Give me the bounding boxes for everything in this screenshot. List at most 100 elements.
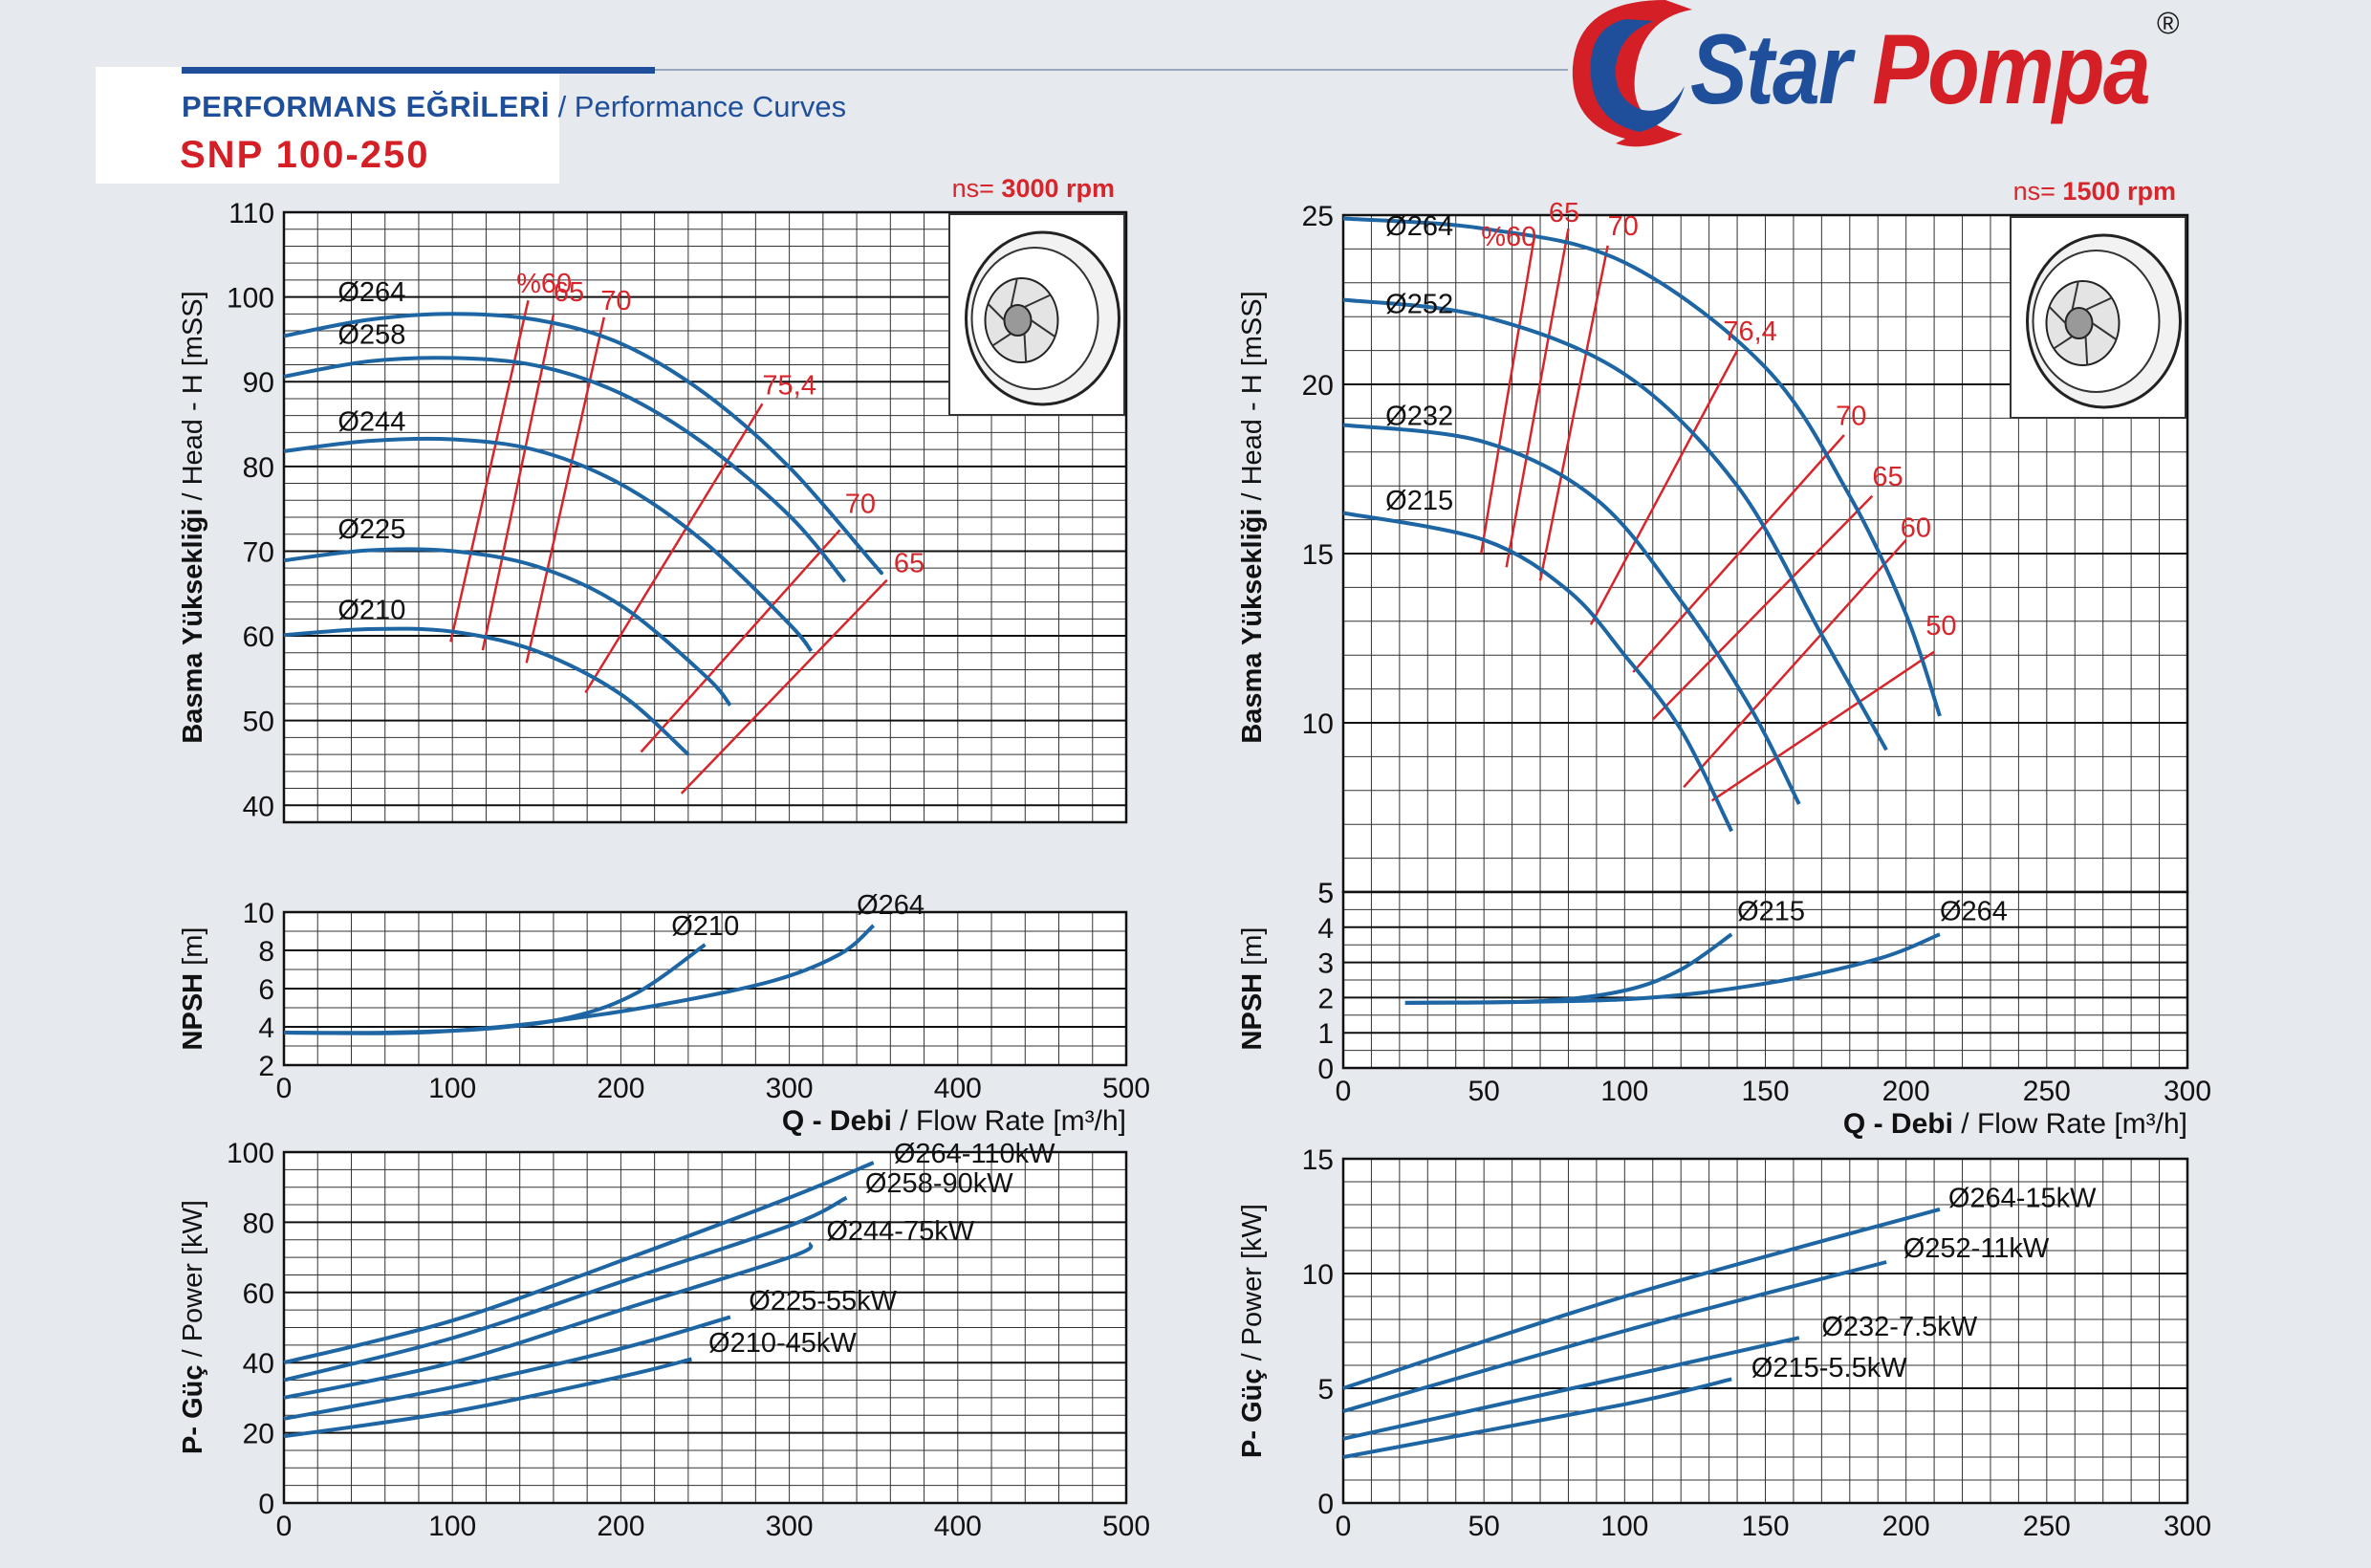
- curve-series: [1342, 216, 1942, 717]
- curve-label: Ø264: [1385, 211, 1453, 242]
- y-axis-label: Basma Yüksekliği / Head - H [mSS]: [178, 291, 208, 743]
- y-tick-label: 5: [1317, 1374, 1334, 1405]
- curve-label: Ø264-110kW: [894, 1139, 1055, 1169]
- impeller-vane: [2071, 281, 2079, 311]
- plot-frame: [282, 210, 1128, 824]
- chart-head3000: 40 50 60 70 80 90 100 110 Basma Yüksekliği / Hea…: [178, 174, 1128, 824]
- curve-series: [1342, 1207, 1941, 1390]
- y-tick-label: 40: [243, 791, 274, 822]
- logo-swirl-icon: [1572, 0, 1692, 147]
- chart-head1500: 5 10 15 20 25 Basma Yüksekliği / Head - H [mS…: [1237, 177, 2189, 909]
- curve-series: [283, 924, 876, 1035]
- curve-label: Ø215: [1385, 486, 1453, 516]
- curve-label: Ø264: [337, 277, 405, 308]
- impeller-vane: [1023, 333, 1028, 362]
- curve-label: Ø215-5.5kW: [1751, 1353, 1907, 1383]
- impeller-vane: [1030, 319, 1056, 338]
- curve-series: [1342, 1336, 1800, 1441]
- curve-label: Ø225-55kW: [749, 1286, 897, 1317]
- y-tick-label: 5: [1317, 878, 1334, 909]
- y-axis-label-rest: [m]: [1237, 927, 1268, 973]
- efficiency-label: 65: [1872, 462, 1903, 492]
- curve-series: [283, 626, 690, 756]
- x-tick-label: 200: [1882, 1076, 1930, 1107]
- efficiency-label: 65: [1549, 198, 1579, 229]
- impeller-vane: [987, 303, 1006, 321]
- y-tick-label: 70: [243, 536, 274, 568]
- speed-prefix: ns=: [2013, 177, 2063, 206]
- curve-series: [1342, 1377, 1732, 1459]
- model-name: SNP 100-250: [180, 134, 430, 176]
- curve-series: [283, 547, 732, 707]
- y-tick-label: 25: [1302, 201, 1334, 232]
- curve-series: [283, 1195, 848, 1383]
- efficiency-line: [680, 578, 888, 795]
- y-axis-label-bold: Basma Yüksekliği: [1237, 509, 1268, 744]
- y-tick-label: 10: [243, 898, 274, 929]
- efficiency-label: 70: [845, 490, 876, 520]
- x-tick-label: 300: [2164, 1511, 2211, 1542]
- efficiency-line: [1589, 350, 1739, 625]
- curve-label: Ø225: [337, 514, 405, 545]
- speed-label: ns= 1500 rpm: [2013, 177, 2176, 206]
- y-axis-label-bold: NPSH: [1237, 973, 1268, 1051]
- y-axis-label: Basma Yüksekliği / Head - H [mSS]: [1237, 291, 1268, 743]
- curve-label: Ø252-11kW: [1903, 1233, 2050, 1264]
- efficiency-label: 70: [1608, 211, 1639, 242]
- chart-power3000: 0 20 40 60 80 100 0 100 200 300 400 500 P- Güç / Pow…: [178, 1138, 1150, 1542]
- y-tick-label: 100: [227, 1138, 274, 1169]
- curve-label: Ø264-15kW: [1948, 1183, 2097, 1213]
- curve-series: [1342, 1260, 1887, 1413]
- x-axis-label-rest: / Flow Rate [m³/h]: [892, 1105, 1126, 1137]
- y-tick-label: 2: [258, 1051, 274, 1082]
- curve-label: Ø215: [1737, 896, 1805, 926]
- x-tick-label: 0: [276, 1511, 293, 1542]
- efficiency-label: 70: [600, 286, 631, 316]
- efficiency-label: 60: [1901, 512, 1931, 543]
- x-tick-label: 50: [1468, 1076, 1499, 1107]
- curve-label: Ø264: [857, 890, 924, 921]
- x-tick-label: 500: [1102, 1511, 1150, 1542]
- impeller-hub: [1003, 304, 1033, 337]
- y-axis-label-rest: / Power [kW]: [1237, 1204, 1268, 1368]
- y-tick-label: 0: [258, 1489, 274, 1520]
- plot-frame: [282, 910, 1128, 1067]
- x-tick-label: 250: [2023, 1511, 2071, 1542]
- y-tick-label: 2: [1317, 983, 1334, 1014]
- x-tick-label: 50: [1468, 1511, 1499, 1542]
- y-tick-label: 0: [1317, 1054, 1334, 1085]
- x-tick-label: 0: [1336, 1076, 1352, 1107]
- efficiency-line: [584, 403, 764, 694]
- y-axis-label: NPSH [m]: [1237, 927, 1268, 1051]
- impeller-vane: [2053, 336, 2074, 350]
- curve-label: Ø232: [1385, 401, 1453, 431]
- efficiency-line: [1710, 650, 1935, 802]
- efficiency-line: [1505, 228, 1570, 568]
- y-tick-label: 40: [243, 1348, 274, 1380]
- y-axis-label: NPSH [m]: [178, 927, 208, 1051]
- registered-mark: ®: [2157, 6, 2180, 40]
- impeller-vane: [2084, 336, 2089, 365]
- efficiency-label: 50: [1925, 611, 1956, 642]
- y-tick-label: 6: [258, 974, 274, 1006]
- y-tick-label: 90: [243, 367, 274, 399]
- y-tick-label: 15: [1302, 1144, 1334, 1176]
- curve-label: Ø252: [1385, 290, 1453, 320]
- curve-label: Ø210: [671, 911, 739, 942]
- impeller-hub: [2064, 307, 2094, 339]
- y-tick-label: 50: [243, 707, 274, 738]
- x-tick-label: 0: [276, 1073, 293, 1104]
- efficiency-label: 65: [554, 277, 584, 308]
- x-tick-label: 300: [766, 1073, 814, 1104]
- plot-frame: [282, 1150, 1128, 1505]
- efficiency-line: [1632, 434, 1845, 673]
- y-axis-label-bold: NPSH: [178, 973, 208, 1051]
- y-axis-label-rest: / Head - H [mSS]: [1237, 291, 1268, 508]
- curve-label: Ø244: [337, 407, 405, 438]
- efficiency-label: %60: [1481, 222, 1536, 252]
- efficiency-label: 65: [894, 549, 924, 579]
- curve-series: [283, 436, 814, 653]
